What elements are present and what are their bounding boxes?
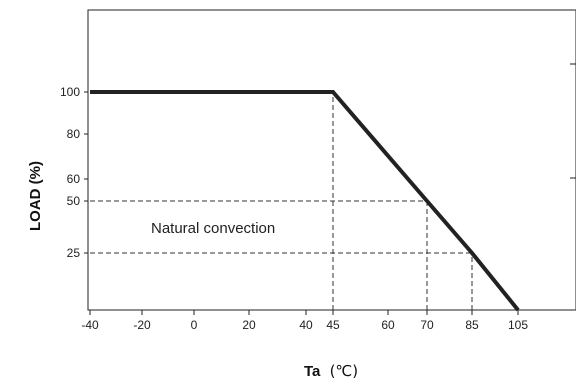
x-axis-title-unit: (℃)	[330, 362, 359, 380]
right-edge-ticks	[570, 63, 576, 179]
x-tick-label: 45	[326, 318, 340, 332]
y-tick-label: 50	[67, 194, 81, 208]
x-tick-label: 60	[381, 318, 395, 332]
y-tick-label: 100	[60, 85, 80, 99]
x-tick-label: -20	[133, 318, 151, 332]
y-tick-label: 60	[67, 172, 81, 186]
y-axis-ticks: 25 50 60 80 100	[60, 85, 88, 260]
x-tick-label: -40	[81, 318, 99, 332]
x-tick-label: 85	[465, 318, 479, 332]
x-tick-label: 0	[191, 318, 198, 332]
x-tick-label: 105	[508, 318, 528, 332]
x-axis-title: Ta (℃)	[304, 362, 358, 380]
x-tick-label: 20	[242, 318, 256, 332]
plot-area-frame	[87, 9, 576, 311]
series-group	[89, 90, 520, 312]
y-tick-label: 25	[67, 246, 81, 260]
x-axis-ticks: -40 -20 0 20 40 45 60 70 85 105	[81, 310, 528, 332]
x-axis-title-main: Ta	[304, 363, 321, 380]
x-tick-label: 70	[420, 318, 434, 332]
y-axis-title: LOAD (%)	[27, 161, 44, 231]
y-tick-label: 80	[67, 127, 81, 141]
x-tick-label: 40	[299, 318, 313, 332]
annotation-natural-convection: Natural convection	[151, 220, 275, 237]
reference-lines	[90, 92, 473, 310]
